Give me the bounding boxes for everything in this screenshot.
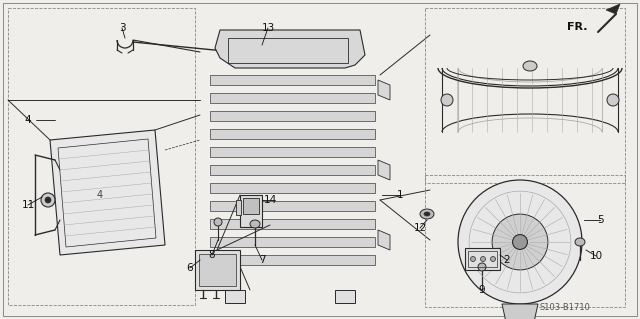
Polygon shape [210,129,375,139]
Polygon shape [210,165,375,175]
Polygon shape [210,201,375,211]
Ellipse shape [523,61,537,71]
Ellipse shape [458,180,582,304]
Text: 12: 12 [413,223,427,233]
Bar [243,198,259,214]
Bar [465,248,500,270]
Bar [425,8,625,183]
Text: 9: 9 [479,285,485,295]
Text: 8: 8 [209,250,215,260]
Polygon shape [442,68,618,132]
Ellipse shape [250,220,260,228]
Bar [228,38,348,63]
Bar [8,8,195,305]
Text: 14: 14 [264,195,276,205]
Polygon shape [335,290,355,303]
Text: 1: 1 [397,190,403,200]
Ellipse shape [575,238,585,246]
Text: 3: 3 [118,23,125,33]
Polygon shape [378,160,390,180]
Bar [200,30,380,295]
Polygon shape [210,219,375,229]
Polygon shape [606,4,620,14]
Ellipse shape [441,94,453,106]
Text: 11: 11 [21,200,35,210]
Polygon shape [378,230,390,250]
Text: 13: 13 [261,23,275,33]
Polygon shape [215,30,365,68]
Polygon shape [210,237,375,247]
Polygon shape [378,80,390,100]
Ellipse shape [478,263,486,271]
Text: 2: 2 [504,255,510,265]
Polygon shape [210,111,375,121]
Bar [236,200,241,215]
Ellipse shape [214,218,222,226]
Bar [468,251,497,267]
Ellipse shape [424,212,430,216]
Text: FR.: FR. [568,22,588,32]
Text: 4: 4 [97,190,103,200]
Text: 5: 5 [596,215,604,225]
Text: S103-B1710: S103-B1710 [539,303,590,313]
Polygon shape [210,255,375,265]
Polygon shape [225,290,245,303]
Bar [199,254,236,286]
Ellipse shape [490,256,495,262]
Ellipse shape [41,193,55,207]
Text: 7: 7 [259,255,266,265]
Ellipse shape [420,209,434,219]
Polygon shape [210,183,375,193]
Text: 10: 10 [589,251,603,261]
Text: 6: 6 [187,263,193,273]
Ellipse shape [45,197,51,203]
Bar [240,195,262,227]
Polygon shape [502,304,538,319]
Polygon shape [50,130,165,255]
Ellipse shape [513,234,527,249]
Bar [425,175,625,307]
Polygon shape [210,93,375,103]
Polygon shape [210,75,375,85]
Ellipse shape [607,94,619,106]
Ellipse shape [481,256,486,262]
Ellipse shape [492,214,548,270]
Polygon shape [210,147,375,157]
Ellipse shape [470,256,476,262]
Text: 4: 4 [25,115,31,125]
Bar [195,250,240,290]
